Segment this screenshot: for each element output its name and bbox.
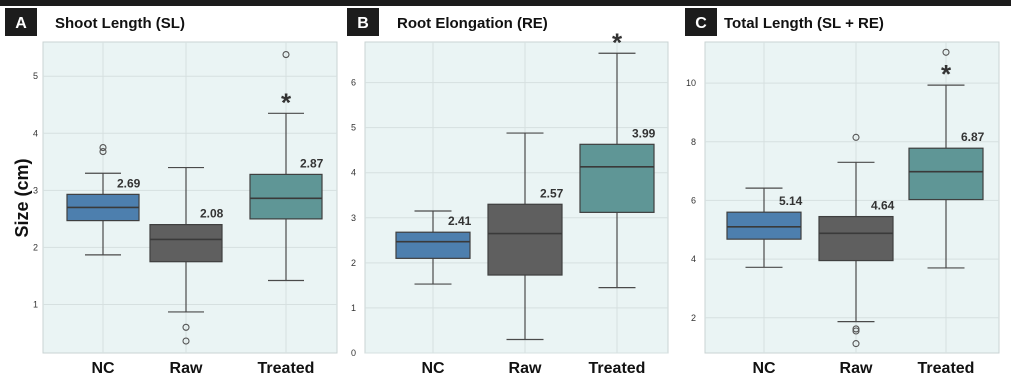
panel-letter: C bbox=[695, 15, 707, 32]
box-treated: 6.87 * bbox=[908, 48, 985, 269]
box-nc: 5.14 bbox=[726, 187, 803, 268]
panel-title: Shoot Length (SL) bbox=[55, 15, 185, 32]
panel-title: Total Length (SL + RE) bbox=[724, 15, 884, 32]
y-tick-label: 4 bbox=[33, 128, 38, 138]
box-treated: 3.99 * bbox=[579, 27, 656, 289]
mean-value-label: 2.69 bbox=[117, 176, 141, 190]
y-tick-label: 6 bbox=[351, 78, 356, 88]
outlier-point bbox=[99, 148, 107, 156]
box-nc: 2.69 bbox=[66, 144, 141, 256]
x-category-label: Treated bbox=[589, 360, 646, 377]
panel-title: Root Elongation (RE) bbox=[397, 15, 548, 32]
x-category-label: Raw bbox=[840, 360, 873, 377]
iqr-box bbox=[487, 203, 563, 276]
y-tick-label: 10 bbox=[686, 78, 696, 88]
y-tick-label: 5 bbox=[33, 71, 38, 81]
outlier-point bbox=[852, 133, 860, 141]
outlier-point bbox=[182, 323, 190, 331]
y-tick-label: 0 bbox=[351, 348, 356, 358]
outlier-point bbox=[282, 51, 290, 59]
x-category-label: NC bbox=[421, 360, 445, 377]
iqr-box bbox=[818, 215, 894, 262]
y-tick-label: 5 bbox=[351, 123, 356, 133]
x-category-label: Treated bbox=[918, 360, 975, 377]
mean-value-label: 3.99 bbox=[632, 126, 656, 140]
box-treated: 2.87 * bbox=[249, 51, 324, 282]
box-nc: 2.41 bbox=[395, 210, 472, 285]
x-category-label: NC bbox=[752, 360, 776, 377]
panel-letter-badge bbox=[347, 8, 379, 36]
panel-b: B Root Elongation (RE) 0 1 2 3 4 5 6 2.41 NC 2.57 Ra… bbox=[347, 8, 669, 377]
mean-value-label: 2.41 bbox=[448, 214, 472, 228]
iqr-box bbox=[726, 211, 802, 240]
y-tick-label: 1 bbox=[33, 299, 38, 309]
y-tick-label: 1 bbox=[351, 303, 356, 313]
x-category-label: Treated bbox=[258, 360, 315, 377]
iqr-box bbox=[149, 224, 223, 263]
x-category-label: NC bbox=[91, 360, 115, 377]
iqr-box bbox=[249, 173, 323, 220]
y-tick-label: 8 bbox=[691, 137, 696, 147]
outlier-point bbox=[99, 144, 107, 152]
iqr-box bbox=[395, 231, 471, 259]
significance-star: * bbox=[612, 27, 623, 57]
top-dark-bar bbox=[0, 0, 1011, 6]
iqr-box bbox=[579, 143, 655, 213]
y-tick-label: 2 bbox=[351, 258, 356, 268]
significance-star: * bbox=[281, 87, 292, 117]
outlier-point bbox=[852, 325, 860, 333]
mean-value-label: 6.87 bbox=[961, 130, 985, 144]
x-category-label: Raw bbox=[509, 360, 542, 377]
mean-value-label: 4.64 bbox=[871, 199, 895, 213]
panel-c: C Total Length (SL + RE) 2 4 6 8 10 5.14 NC 4.64 R… bbox=[685, 8, 1000, 377]
y-tick-label: 3 bbox=[33, 185, 38, 195]
y-tick-label: 4 bbox=[691, 254, 696, 264]
mean-value-label: 5.14 bbox=[779, 194, 803, 208]
significance-star: * bbox=[941, 59, 952, 89]
panel-letter: B bbox=[357, 15, 369, 32]
panel-letter: A bbox=[15, 15, 27, 32]
y-tick-label: 2 bbox=[691, 313, 696, 323]
y-tick-label: 6 bbox=[691, 195, 696, 205]
panel-letter-badge bbox=[5, 8, 37, 36]
mean-value-label: 2.57 bbox=[540, 186, 564, 200]
outlier-point bbox=[852, 327, 860, 335]
y-axis-label: Size (cm) bbox=[12, 158, 32, 237]
x-category-label: Raw bbox=[170, 360, 203, 377]
mean-value-label: 2.08 bbox=[200, 207, 224, 221]
y-tick-label: 2 bbox=[33, 242, 38, 252]
panel-letter-badge bbox=[685, 8, 717, 36]
box-raw: 2.57 bbox=[487, 132, 564, 341]
panel-a: A Shoot Length (SL) 1 2 3 4 5 2.69 NC 2.08 Raw 2.87… bbox=[5, 8, 338, 377]
box-raw: 2.08 bbox=[149, 166, 224, 345]
mean-value-label: 2.87 bbox=[300, 156, 324, 170]
y-tick-label: 3 bbox=[351, 213, 356, 223]
y-tick-label: 4 bbox=[351, 168, 356, 178]
outlier-point bbox=[852, 340, 860, 348]
box-raw: 4.64 bbox=[818, 133, 895, 348]
iqr-box bbox=[908, 147, 984, 201]
outlier-point bbox=[942, 48, 950, 56]
outlier-point bbox=[182, 337, 190, 345]
